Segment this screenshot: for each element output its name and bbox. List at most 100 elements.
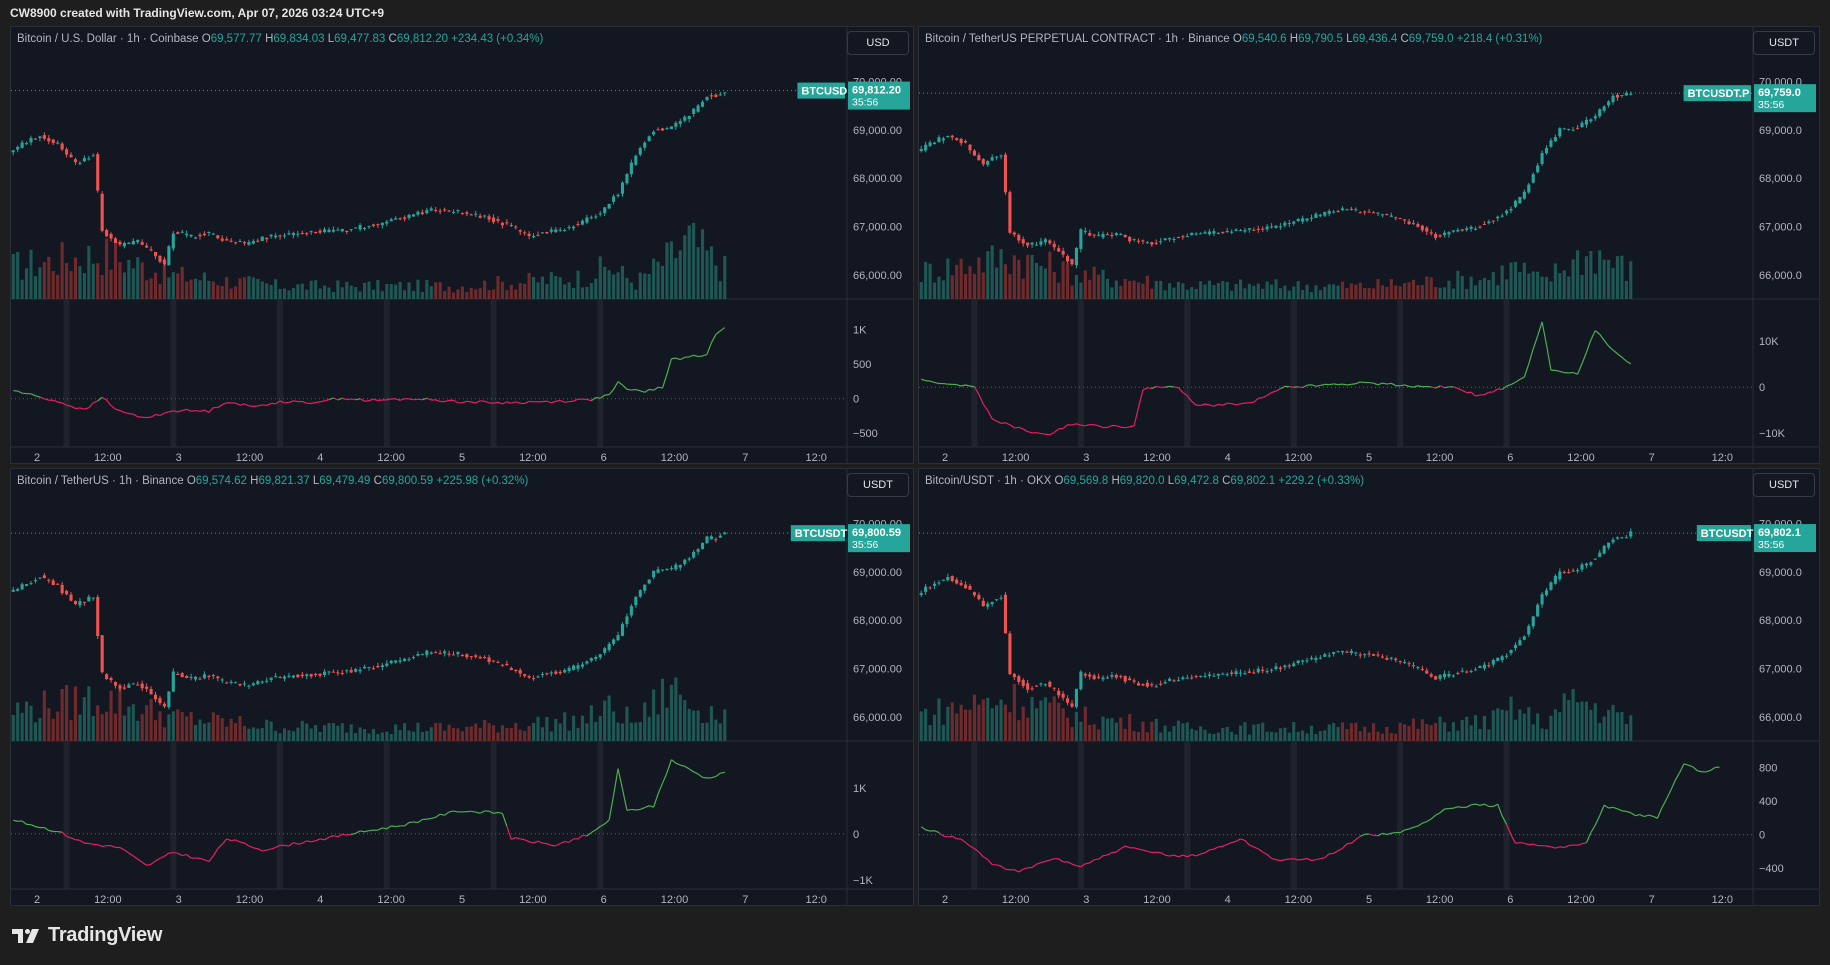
candle-body bbox=[1411, 665, 1416, 667]
volume-bar bbox=[296, 284, 300, 299]
volume-bar bbox=[234, 723, 238, 741]
volume-bar bbox=[1043, 697, 1047, 741]
candle-body bbox=[483, 657, 487, 659]
cvd-segment bbox=[542, 400, 547, 403]
price-tick-label: 68,000.00 bbox=[853, 615, 902, 627]
price-tick-label: 68,000.00 bbox=[853, 173, 902, 185]
cvd-segment bbox=[1546, 845, 1552, 848]
chart-panel-binance-spot[interactable]: 70,000.0069,000.0068,000.0067,000.0066,0… bbox=[10, 468, 914, 906]
candle-body bbox=[1132, 680, 1136, 682]
cvd-segment bbox=[141, 861, 147, 866]
candle-body bbox=[491, 660, 496, 662]
volume-bar bbox=[185, 281, 189, 299]
candle-body bbox=[358, 225, 362, 230]
time-tick-label: 2 bbox=[942, 452, 948, 463]
candle-body bbox=[928, 142, 932, 147]
volume-bar bbox=[51, 718, 55, 741]
volume-bar bbox=[1363, 287, 1367, 299]
chart-canvas[interactable]: 70,000.0069,000.0068,000.0067,000.0066,0… bbox=[11, 27, 913, 463]
chart-canvas[interactable]: 70,000.069,000.068,000.067,000.066,000.0… bbox=[919, 27, 1819, 463]
candle-body bbox=[518, 230, 522, 232]
price-tick-label: 69,000.0 bbox=[1759, 567, 1802, 579]
chart-panel-coinbase[interactable]: 70,000.0069,000.0068,000.0067,000.0066,0… bbox=[10, 26, 914, 464]
candle-body bbox=[158, 255, 162, 262]
cvd-segment bbox=[542, 842, 547, 845]
candle-body bbox=[714, 94, 718, 98]
candle-body bbox=[1079, 671, 1083, 690]
cvd-segment bbox=[110, 845, 116, 848]
candle-body bbox=[309, 231, 313, 233]
candle-body bbox=[700, 542, 705, 549]
candle-body bbox=[1061, 250, 1065, 255]
volume-bar bbox=[362, 282, 367, 299]
candle-body bbox=[1372, 654, 1376, 656]
candle-body bbox=[1141, 240, 1145, 242]
volume-bar bbox=[274, 279, 278, 299]
candle-body bbox=[380, 665, 384, 668]
chart-canvas[interactable]: 70,000.069,000.068,000.067,000.066,000.0… bbox=[919, 469, 1819, 905]
volume-bar bbox=[371, 289, 376, 299]
volume-bar bbox=[1176, 281, 1180, 299]
candle-body bbox=[580, 664, 585, 667]
volume-bar bbox=[113, 713, 118, 741]
currency-button[interactable]: USDT bbox=[1753, 31, 1815, 55]
candle-body bbox=[420, 654, 424, 656]
cvd-segment bbox=[1391, 382, 1397, 387]
candle-body bbox=[603, 648, 607, 653]
candle-body bbox=[229, 240, 233, 242]
cvd-segment bbox=[1528, 348, 1534, 365]
volume-bar bbox=[56, 274, 60, 299]
cvd-segment bbox=[1094, 858, 1099, 861]
currency-button[interactable]: USD bbox=[847, 31, 909, 55]
volume-bar bbox=[394, 284, 398, 299]
chart-panel-okx[interactable]: 70,000.069,000.068,000.067,000.066,000.0… bbox=[918, 468, 1820, 906]
volume-bar bbox=[1620, 711, 1624, 741]
candle-body bbox=[563, 669, 567, 673]
candle-body bbox=[652, 570, 656, 578]
cvd-segment bbox=[969, 385, 975, 388]
candle-body bbox=[509, 225, 513, 227]
volume-bar bbox=[1061, 708, 1065, 741]
candle-body bbox=[127, 684, 131, 688]
chart-panel-binance-perp[interactable]: 70,000.0 69,000.0 68,000.0 67,000.0 66,000.0… bbox=[918, 26, 1820, 464]
volume-bar bbox=[1372, 723, 1376, 741]
cvd-segment bbox=[1045, 859, 1051, 863]
volume-bar bbox=[1230, 731, 1234, 741]
candle-body bbox=[1354, 652, 1358, 654]
candle-body bbox=[340, 228, 344, 232]
cvd-segment bbox=[1027, 431, 1033, 434]
volume-bar bbox=[1460, 275, 1464, 299]
cvd-segment bbox=[1018, 868, 1024, 873]
volume-bar bbox=[465, 726, 469, 741]
candle-body bbox=[1398, 218, 1402, 220]
volume-bar bbox=[1176, 720, 1180, 741]
chart-canvas[interactable]: 70,000.0069,000.0068,000.0067,000.0066,0… bbox=[11, 469, 913, 905]
volume-bar bbox=[278, 733, 282, 741]
cvd-segment bbox=[57, 401, 63, 404]
cvd-segment bbox=[1373, 382, 1379, 386]
volume-bar bbox=[1256, 283, 1260, 299]
volume-bar bbox=[1562, 270, 1566, 299]
volume-bar bbox=[496, 276, 500, 299]
candle-body bbox=[1097, 234, 1101, 236]
candle-body bbox=[434, 209, 438, 211]
volume-bar bbox=[1079, 282, 1083, 299]
currency-button[interactable]: USDT bbox=[1753, 473, 1815, 497]
currency-button[interactable]: USDT bbox=[847, 473, 909, 497]
candle-body bbox=[1168, 678, 1172, 681]
volume-bar bbox=[331, 723, 335, 741]
candle-body bbox=[1345, 651, 1349, 653]
candle-body bbox=[122, 687, 126, 689]
candle-body bbox=[1456, 230, 1460, 232]
cvd-segment bbox=[1528, 843, 1534, 846]
volume-bar bbox=[11, 253, 15, 299]
candle-body bbox=[1336, 211, 1340, 213]
cvd-segment bbox=[1266, 391, 1272, 396]
candle-body bbox=[1159, 683, 1163, 685]
cvd-segment bbox=[982, 856, 989, 861]
candle-body bbox=[1066, 698, 1070, 703]
volume-bar bbox=[1518, 709, 1522, 741]
cvd-segment bbox=[1501, 815, 1508, 825]
volume-bar bbox=[683, 235, 687, 299]
volume-bar bbox=[1385, 286, 1389, 299]
